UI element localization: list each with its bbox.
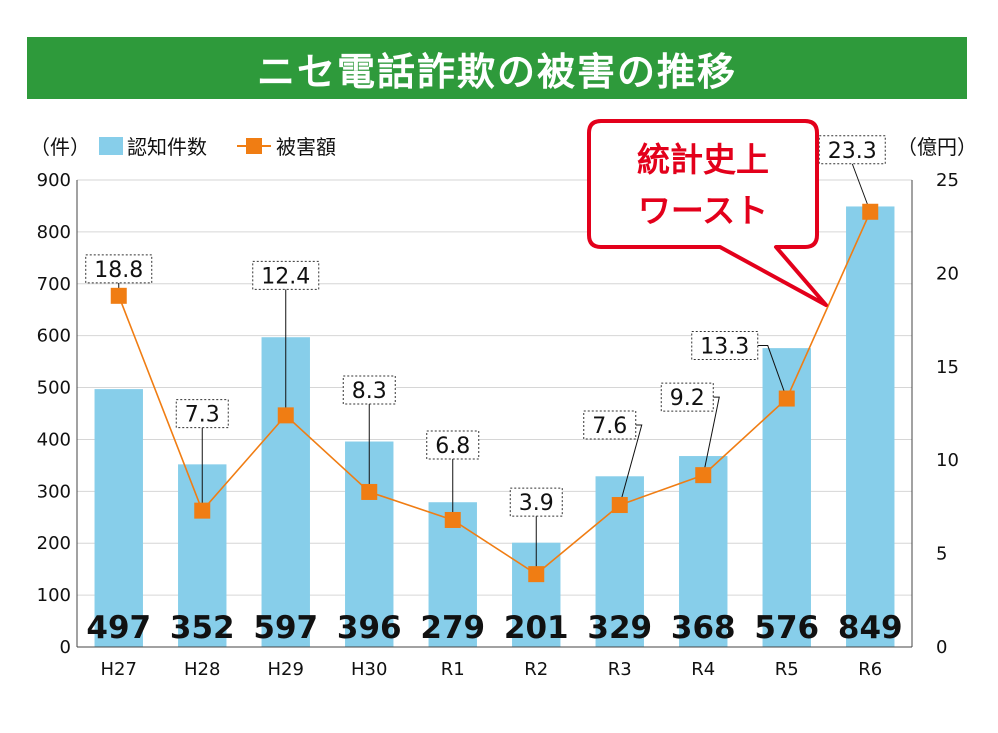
left-tick-label: 900 <box>37 170 71 191</box>
left-tick-label: 500 <box>37 378 71 399</box>
damage-label-box <box>509 487 563 517</box>
damage-label: 9.2 <box>670 386 705 411</box>
damage-line-path <box>118 211 871 576</box>
damage-label: 7.6 <box>592 414 627 439</box>
right-axis-unit: （億円） <box>897 135 977 159</box>
damage-label-box <box>691 331 759 361</box>
legend-bar-label: 認知件数 <box>127 135 207 159</box>
legend: （件） 認知件数 被害額 （億円） <box>30 135 977 159</box>
damage-label-box <box>85 254 153 284</box>
damage-label-box <box>818 135 886 165</box>
count-label: 201 <box>504 610 569 646</box>
right-tick-label: 25 <box>936 170 959 191</box>
left-tick-label: 0 <box>60 637 71 658</box>
right-tick-label: 15 <box>936 357 959 378</box>
count-label: 576 <box>754 610 819 646</box>
right-tick-label: 5 <box>936 544 947 565</box>
callout-line-2: ワースト <box>638 191 768 230</box>
callout-line-1: 統計史上 <box>637 140 769 179</box>
x-tick-label: R3 <box>608 659 632 680</box>
damage-marker-R4 <box>695 467 712 484</box>
right-tick-label: 0 <box>936 637 947 658</box>
axes: 0 100 200 300 400 500 600 700 800 900 0 5 10 15 20 25 H2… <box>37 170 959 680</box>
damage-marker-H29 <box>277 407 294 424</box>
damage-label-box <box>583 410 637 440</box>
count-label: 497 <box>86 610 151 646</box>
leader-line <box>757 345 788 399</box>
left-tick-label: 200 <box>37 533 71 554</box>
x-tick-label: R2 <box>524 659 548 680</box>
count-label: 849 <box>838 610 903 646</box>
damage-line <box>110 203 879 583</box>
damage-label: 18.8 <box>94 258 143 283</box>
count-label: 597 <box>253 610 318 646</box>
x-tick-label: H28 <box>184 659 220 680</box>
title-bar: ニセ電話詐欺の被害の推移 <box>27 37 967 99</box>
x-tick-label: H30 <box>351 659 387 680</box>
damage-label-box <box>426 430 480 460</box>
count-label: 368 <box>671 610 736 646</box>
damage-marker-R3 <box>611 497 628 514</box>
damage-label-box <box>252 260 320 290</box>
bar-H27 <box>94 389 143 647</box>
worst-record-callout: 統計史上 ワースト <box>587 119 828 307</box>
count-label: 329 <box>587 610 652 646</box>
damage-label: 6.8 <box>435 434 470 459</box>
left-tick-label: 300 <box>37 481 71 502</box>
right-tick-label: 10 <box>936 450 959 471</box>
legend-bar-swatch <box>99 137 123 155</box>
damage-marker-H30 <box>361 483 378 500</box>
legend-line-marker <box>246 138 262 154</box>
damage-label: 8.3 <box>352 379 387 404</box>
damage-marker-R2 <box>528 566 545 583</box>
bars <box>94 206 895 648</box>
data-labels: 497 352 597 396 279 201 329 368 576 849 18.8 7.3 12.… <box>85 135 903 646</box>
bar-R6 <box>846 206 895 648</box>
x-tick-label: R5 <box>775 659 799 680</box>
x-tick-label: R4 <box>691 659 715 680</box>
damage-label-box <box>342 375 396 405</box>
left-tick-label: 400 <box>37 429 71 450</box>
damage-marker-H27 <box>110 287 127 304</box>
label-leaders <box>118 163 871 575</box>
left-tick-label: 600 <box>37 326 71 347</box>
damage-label: 3.9 <box>519 491 554 516</box>
damage-label: 23.3 <box>828 139 877 164</box>
chart-title: ニセ電話詐欺の被害の推移 <box>256 49 737 94</box>
count-label: 396 <box>337 610 402 646</box>
damage-label: 13.3 <box>700 335 749 360</box>
x-tick-label: H29 <box>268 659 304 680</box>
damage-marker-H28 <box>194 502 211 519</box>
damage-label-box <box>660 382 714 412</box>
x-tick-label: H27 <box>101 659 137 680</box>
count-label: 352 <box>170 610 235 646</box>
right-tick-label: 20 <box>936 263 959 284</box>
left-tick-label: 800 <box>37 222 71 243</box>
x-tick-label: R1 <box>441 659 465 680</box>
count-label: 279 <box>420 610 485 646</box>
callout-bubble <box>587 119 828 307</box>
damage-label-box <box>175 399 229 429</box>
leader-line <box>702 396 720 476</box>
damage-marker-R5 <box>778 390 795 407</box>
damage-marker-R6 <box>862 203 879 220</box>
damage-label: 12.4 <box>261 264 310 289</box>
left-tick-label: 700 <box>37 274 71 295</box>
left-axis-unit: （件） <box>30 135 90 159</box>
legend-line-label: 被害額 <box>276 135 336 159</box>
left-tick-label: 100 <box>37 585 71 606</box>
x-tick-label: R6 <box>858 659 882 680</box>
damage-marker-R1 <box>444 511 461 528</box>
damage-label: 7.3 <box>185 403 220 428</box>
bar-R4 <box>679 456 728 647</box>
leader-line <box>619 424 643 506</box>
